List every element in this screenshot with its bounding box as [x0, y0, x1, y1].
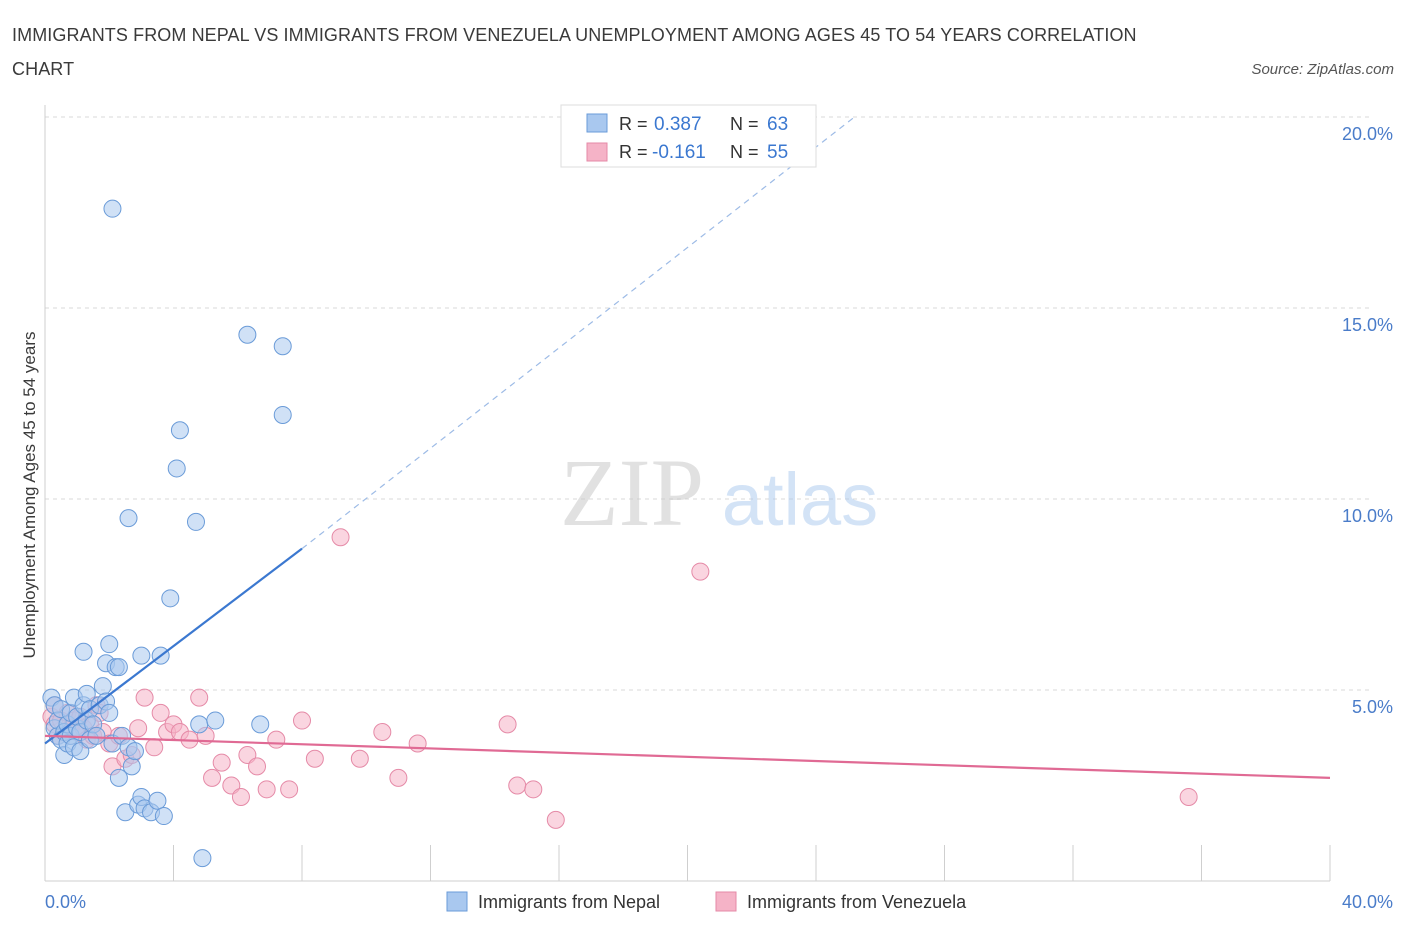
nepal-point — [193, 849, 212, 868]
venezuela-point — [331, 528, 350, 547]
bottom-legend-label-venezuela: Immigrants from Venezuela — [747, 892, 967, 912]
nepal-point — [132, 646, 151, 665]
bottom-legend-swatch-nepal — [446, 891, 468, 912]
venezuela-point — [546, 810, 565, 829]
y-axis-label: Unemployment Among Ages 45 to 54 years — [20, 332, 39, 659]
nepal-trend-extension — [301, 116, 855, 550]
nepal-point — [190, 715, 209, 734]
venezuela-point — [257, 780, 276, 799]
nepal-point — [251, 715, 270, 734]
series-legend: Immigrants from Nepal Immigrants from Ve… — [446, 891, 967, 912]
venezuela-point — [222, 776, 241, 795]
venezuela-point — [231, 787, 250, 806]
y-tick-label: 10.0% — [1342, 506, 1393, 526]
venezuela-point — [498, 715, 517, 734]
venezuela-point — [280, 780, 299, 799]
venezuela-point — [691, 562, 710, 581]
trend-lines — [44, 116, 1331, 779]
stats-legend: R = 0.387 N = 63 R = -0.161 N = 55 — [560, 104, 817, 168]
x-tick-label: 0.0% — [45, 892, 86, 912]
venezuela-point — [408, 734, 427, 753]
legend-n-value-venezuela: 55 — [767, 142, 788, 163]
venezuela-point — [373, 723, 392, 742]
nepal-point — [93, 677, 112, 696]
watermark-zip: ZIP — [560, 439, 704, 546]
y-tick-label: 20.0% — [1342, 124, 1393, 144]
nepal-point — [100, 635, 119, 654]
legend-n-label-venezuela: N = — [730, 142, 764, 162]
venezuela-point — [389, 768, 408, 787]
legend-r-value-venezuela: -0.161 — [652, 142, 706, 163]
legend-r-value-nepal: 0.387 — [654, 114, 702, 135]
venezuela-point — [135, 688, 154, 707]
venezuela-point — [203, 768, 222, 787]
nepal-point — [154, 807, 173, 826]
nepal-point — [109, 768, 128, 787]
watermark-atlas: atlas — [722, 458, 878, 541]
nepal-trend-line — [44, 547, 303, 745]
venezuela-point — [350, 749, 369, 768]
venezuela-point — [190, 688, 209, 707]
venezuela-point — [267, 730, 286, 749]
nepal-point — [170, 421, 189, 440]
legend-r-label-venezuela: R = — [619, 142, 653, 162]
venezuela-point — [145, 738, 164, 757]
gridlines — [45, 116, 1370, 691]
nepal-point — [122, 757, 141, 776]
nepal-point — [71, 742, 90, 761]
venezuela-point — [1179, 787, 1198, 806]
nepal-point — [109, 658, 128, 677]
legend-n-value-nepal: 63 — [767, 114, 788, 135]
y-tick-label: 15.0% — [1342, 315, 1393, 335]
x-tick-label: 40.0% — [1342, 892, 1393, 912]
venezuela-point — [524, 780, 543, 799]
nepal-point — [119, 509, 138, 528]
y-tick-label: 5.0% — [1352, 697, 1393, 717]
tick-labels: 5.0% 10.0% 15.0% 20.0% 0.0% 40.0% — [45, 124, 1393, 912]
nepal-point — [161, 589, 180, 608]
bottom-legend-label-nepal: Immigrants from Nepal — [478, 892, 660, 912]
legend-swatch-venezuela — [586, 142, 608, 162]
nepal-point — [186, 512, 205, 531]
venezuela-point — [129, 719, 148, 738]
nepal-point — [273, 337, 292, 356]
venezuela-point — [293, 711, 311, 730]
bottom-legend-swatch-venezuela — [715, 891, 737, 912]
venezuela-trend-line — [44, 734, 1331, 779]
venezuela-point — [305, 749, 324, 768]
nepal-point — [87, 726, 106, 745]
chart-title: IMMIGRANTS FROM NEPAL VS IMMIGRANTS FROM… — [12, 25, 1137, 79]
venezuela-point — [212, 753, 231, 772]
nepal-point — [125, 742, 144, 761]
axes — [44, 105, 1331, 882]
nepal-point — [148, 791, 167, 810]
venezuela-point — [248, 757, 267, 776]
venezuela-point — [238, 745, 257, 764]
nepal-point — [273, 405, 292, 424]
venezuela-point — [508, 776, 527, 795]
nepal-point — [206, 711, 225, 730]
legend-n-label-nepal: N = — [730, 114, 764, 134]
legend-r-label-nepal: R = — [619, 114, 653, 134]
nepal-point — [103, 199, 122, 218]
nepal-point — [100, 703, 119, 722]
chart-source: Source: ZipAtlas.com — [1251, 61, 1394, 78]
legend-swatch-nepal — [586, 113, 608, 133]
nepal-point — [167, 459, 186, 478]
venezuela-point — [151, 703, 170, 722]
nepal-point — [74, 642, 93, 661]
venezuela-series — [42, 528, 1198, 829]
nepal-point — [238, 325, 257, 344]
